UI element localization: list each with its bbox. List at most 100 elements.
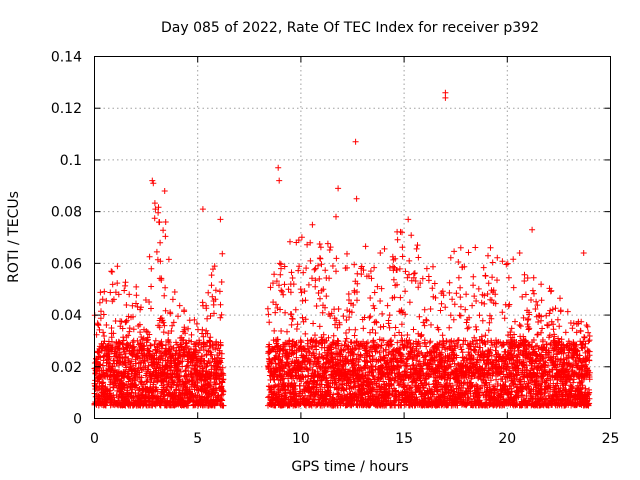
data-point <box>131 343 137 350</box>
data-point <box>457 244 464 251</box>
data-point <box>505 274 512 281</box>
data-point <box>344 250 350 257</box>
data-point <box>208 282 215 289</box>
data-point <box>109 268 116 275</box>
data-point <box>360 325 367 332</box>
data-point <box>473 326 480 333</box>
data-point <box>264 305 271 312</box>
data-point <box>162 233 169 240</box>
data-point <box>125 355 132 362</box>
data-point <box>266 319 273 326</box>
data-point <box>123 317 130 324</box>
data-point <box>323 293 330 300</box>
data-point <box>160 319 167 326</box>
data-point <box>457 294 464 301</box>
data-point <box>278 328 285 334</box>
data-point <box>217 314 224 321</box>
data-point <box>171 379 178 385</box>
data-point <box>163 341 169 348</box>
data-point <box>122 279 129 286</box>
data-point <box>394 236 401 243</box>
data-point <box>397 294 404 301</box>
data-point <box>352 326 359 333</box>
data-point <box>499 309 506 316</box>
data-point <box>485 252 491 259</box>
data-point <box>370 302 377 309</box>
data-point <box>324 240 331 247</box>
data-point <box>318 261 325 268</box>
data-point <box>167 310 174 317</box>
data-point <box>410 270 417 277</box>
data-point <box>510 284 517 291</box>
data-point <box>512 318 518 325</box>
data-point <box>312 332 318 339</box>
data-point <box>96 299 103 306</box>
data-point <box>317 295 323 302</box>
data-point <box>503 261 510 268</box>
data-point <box>212 287 219 294</box>
data-point <box>326 275 333 282</box>
data-point <box>181 326 188 333</box>
data-point <box>343 317 350 323</box>
data-point <box>203 327 210 334</box>
data-point <box>120 337 127 344</box>
data-point <box>121 384 128 391</box>
data-point <box>501 315 508 322</box>
data-point <box>391 332 398 339</box>
data-point <box>372 318 379 325</box>
data-point <box>143 378 150 385</box>
data-point <box>118 351 124 358</box>
data-point <box>157 258 164 265</box>
data-point <box>168 328 175 334</box>
data-point <box>327 244 334 251</box>
data-point <box>97 354 104 361</box>
data-point <box>508 325 515 332</box>
data-point <box>406 299 413 306</box>
data-point <box>438 300 445 307</box>
data-point <box>138 304 144 311</box>
data-point <box>309 221 316 228</box>
data-point <box>144 357 151 363</box>
data-point <box>316 241 323 247</box>
data-point <box>302 330 309 337</box>
data-point <box>185 325 192 332</box>
data-point <box>106 353 113 360</box>
data-point <box>294 321 301 328</box>
data-point <box>485 280 492 287</box>
data-point <box>504 260 511 267</box>
data-point <box>469 302 476 309</box>
data-point <box>447 339 454 345</box>
data-point <box>379 310 386 317</box>
data-point <box>310 320 317 327</box>
data-point <box>446 324 453 331</box>
data-point <box>133 292 140 299</box>
data-point <box>133 384 140 391</box>
data-point <box>410 326 417 333</box>
data-point <box>97 289 104 296</box>
data-point <box>133 283 140 290</box>
data-point <box>446 279 453 286</box>
data-point <box>95 364 102 371</box>
data-point <box>396 265 403 272</box>
data-point <box>351 332 358 339</box>
data-point <box>470 273 477 280</box>
data-point <box>160 329 167 336</box>
data-point <box>160 378 167 385</box>
data-point <box>169 296 176 303</box>
data-point <box>282 309 289 316</box>
data-point <box>148 265 155 272</box>
data-point <box>462 306 469 313</box>
data-point <box>95 322 102 329</box>
data-point <box>316 275 323 282</box>
data-point <box>284 328 290 335</box>
data-point <box>494 277 500 284</box>
data-point <box>371 289 378 296</box>
data-point <box>165 359 171 366</box>
data-point <box>482 273 489 279</box>
data-point <box>472 244 479 251</box>
data-point <box>414 242 421 249</box>
data-point <box>364 339 371 346</box>
data-point <box>160 378 167 385</box>
data-point <box>457 303 464 310</box>
